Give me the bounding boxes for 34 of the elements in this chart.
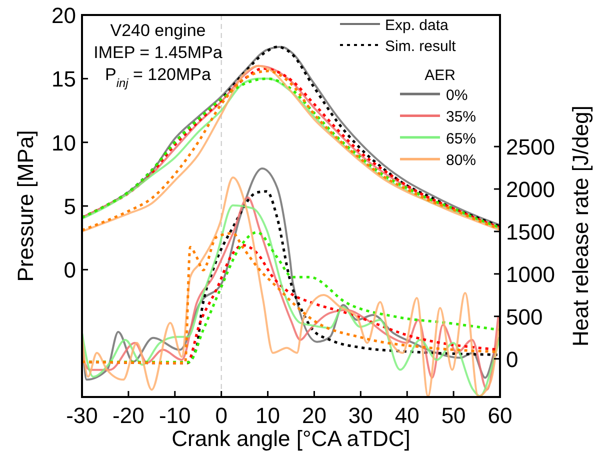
x-tick-label: 10: [256, 403, 280, 428]
y2-tick-label: 2000: [506, 177, 555, 202]
y2-tick-label: 0: [506, 346, 518, 372]
x-tick-label: 50: [441, 403, 466, 428]
y-axis-title: Pressure [MPa]: [13, 130, 38, 282]
annotation: IMEP = 1.45MPa: [94, 43, 223, 62]
annotation: P$_{inj}$ = 120MPa: [105, 65, 212, 90]
y-tick-label: 15: [52, 66, 76, 92]
y2-tick-label: 500: [506, 304, 543, 330]
y2-axis-title: Heat release rate [J/deg]: [568, 106, 593, 346]
y2-tick-label: 1500: [506, 219, 555, 244]
x-tick-label: -20: [112, 403, 144, 428]
x-tick-label: 40: [394, 403, 420, 428]
legend-label: 80%: [446, 152, 476, 170]
x-tick-label: -30: [66, 403, 98, 428]
y-tick-label: 10: [52, 130, 76, 156]
y-tick-label: 20: [52, 3, 76, 28]
x-tick-label: 20: [302, 403, 326, 428]
legend-label: 65%: [446, 130, 476, 148]
annotation: Exp. data: [385, 17, 450, 34]
y2-tick-label: 1000: [506, 262, 555, 287]
y-tick-label: 5: [64, 194, 76, 219]
legend-label: 0%: [446, 87, 468, 104]
x-axis-title: Crank angle [°CA aTDC]: [172, 426, 410, 451]
legend-title: AER: [424, 67, 456, 84]
x-tick-label: 30: [348, 403, 373, 428]
y2-tick-label: 2500: [506, 134, 555, 160]
y-tick-label: 0: [64, 258, 76, 283]
x-tick-label: 60: [488, 403, 512, 428]
legend-label: 35%: [446, 108, 476, 126]
annotation: V240 engine: [110, 21, 206, 40]
x-tick-label: -10: [158, 403, 191, 428]
x-tick-label: 0: [215, 403, 228, 428]
annotation: Sim. result: [385, 38, 457, 55]
